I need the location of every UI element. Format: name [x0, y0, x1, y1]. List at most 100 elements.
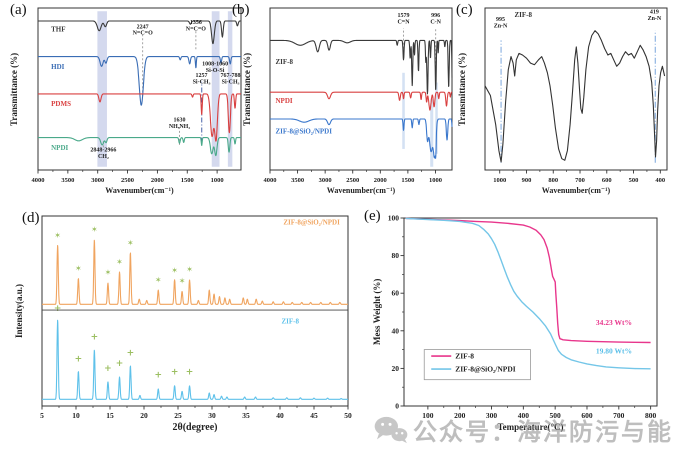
d-curve-ZIF-8	[41, 319, 349, 400]
svg-text:35: 35	[242, 411, 250, 420]
b-series-ZIF-8-SiO2-NPDI: ZIF-8@SiO₂/NPDI	[269, 118, 453, 159]
svg-text:25: 25	[174, 411, 182, 420]
svg-text:700: 700	[575, 177, 585, 184]
c-x-axis: 1000 900 800 700 600 500 400	[493, 170, 665, 184]
a-curve-NPDI	[37, 137, 242, 157]
panel-b-y-axis-label: Transmittance (%)	[242, 52, 252, 126]
svg-text:800: 800	[548, 177, 558, 184]
e-x-axis: 100 200 300 400 500 600 700 800	[422, 406, 657, 420]
b-series-ZIF-8: ZIF-8	[269, 39, 453, 95]
svg-text:10: 10	[72, 411, 80, 420]
b-curve-ZIF-8-SiO2-NPDI	[269, 118, 453, 159]
svg-text:400: 400	[655, 177, 665, 184]
e-series-ZIF-8	[405, 217, 651, 344]
panel-c: (c) Transmittance (%) 1000 900 800 700 600 50…	[452, 2, 673, 206]
a-annotation: 1630 NH,NH₂	[169, 117, 191, 129]
a-annotation: 767-788 Si-CH₃	[221, 73, 241, 85]
a-x-axis: 4000 3500 3000 2500 2000 1500 1000	[32, 170, 224, 184]
a-label-PDMS: PDMS	[51, 100, 71, 108]
d-peak-marker: ✶	[127, 238, 134, 247]
c-annotation: 419 Zn-N	[648, 10, 662, 22]
panel-e-tag: (e)	[364, 208, 381, 224]
d-x-axis: 5 10 15 20 25 30 35 40 45 50	[40, 406, 352, 420]
a-label-HDI: HDI	[51, 63, 65, 71]
d-peak-marker: +	[186, 368, 194, 378]
a-label-NPDI: NPDI	[51, 144, 68, 152]
d-peak-marker: +	[54, 304, 62, 314]
svg-text:200: 200	[454, 411, 466, 420]
d-peak-marker: ✶	[54, 231, 61, 240]
svg-text:100: 100	[422, 411, 434, 420]
a-highlight-band	[227, 11, 233, 167]
panel-b-tag: (b)	[232, 2, 250, 18]
e-annotation: 34.23 Wt%	[596, 318, 632, 327]
svg-text:2500: 2500	[121, 177, 134, 184]
e-legend-item: ZIF-8@SiO₂/NPDI	[455, 365, 516, 374]
d-peak-marker: +	[104, 364, 112, 374]
svg-text:1500: 1500	[181, 177, 194, 184]
svg-text:2500: 2500	[346, 177, 359, 184]
d-peak-marker: +	[116, 359, 124, 369]
svg-text:3500: 3500	[61, 177, 74, 184]
d-series-ZIF-8-SiO2-NPDI: ZIF-8@SiO₂/NPDI✶✶✶✶✶✶✶✶✶✶	[41, 219, 349, 305]
d-label-ZIF-8-SiO2-NPDI: ZIF-8@SiO₂/NPDI	[283, 219, 340, 227]
d-peak-marker: +	[127, 349, 135, 359]
panel-c-tag: (c)	[456, 2, 473, 18]
b-series-NPDI: NPDI	[269, 91, 453, 111]
svg-text:100: 100	[388, 214, 400, 223]
panel-e-y-axis-label: Mess Weight (%)	[372, 278, 382, 346]
panel-c-plot: 1000 900 800 700 600 500 400 ZIF-8 995 Zn-N 419 Zn-…	[484, 7, 668, 184]
d-peak-marker: ✶	[116, 257, 123, 266]
c-annotation: 995 Zn-N	[494, 17, 508, 29]
d-peak-marker: ✶	[155, 276, 162, 285]
c-series-ZIF-8: ZIF-8	[484, 11, 666, 163]
e-curve-ZIF-8-SiO2-NPDI	[405, 217, 651, 370]
d-peak-marker: ✶	[186, 265, 193, 274]
e-series-ZIF-8-SiO2-NPDI	[405, 217, 651, 370]
svg-text:4000: 4000	[264, 177, 277, 184]
b-annotation: 996 C-N	[430, 13, 441, 25]
panel-c-y-axis-label: Transmittance (%)	[457, 52, 467, 126]
b-highlight-band	[435, 82, 438, 154]
d-peak-marker: ✶	[105, 268, 112, 277]
panel-c-x-axis-label: Wavenumber(cm⁻¹)	[541, 186, 611, 195]
panel-e-x-axis-label: Temperature(°C)	[497, 422, 564, 432]
b-highlight-band	[402, 72, 405, 149]
svg-text:45: 45	[310, 411, 318, 420]
svg-text:4000: 4000	[32, 177, 45, 184]
a-annotation: 1257 Si-CH₃	[193, 73, 211, 85]
panel-b-plot: 4000 3500 3000 2500 2000 1500 1000 ZIF-8 NPDI ZIF…	[264, 7, 453, 184]
panel-a-tag: (a)	[10, 2, 27, 18]
d-peak-marker: ✶	[75, 264, 82, 273]
a-curve-HDI	[37, 56, 242, 106]
d-curve-ZIF-8-SiO2-NPDI	[41, 239, 349, 305]
svg-text:900: 900	[522, 177, 532, 184]
svg-text:500: 500	[629, 177, 639, 184]
b-plot-frame	[269, 7, 453, 171]
c-label-ZIF-8: ZIF-8	[514, 11, 532, 19]
a-curve-PDMS	[37, 93, 242, 142]
svg-text:3500: 3500	[291, 177, 304, 184]
e-annotation: 19.80 Wt%	[596, 346, 632, 355]
panel-b-x-axis-label: Wavenumber(cm⁻¹)	[326, 186, 396, 195]
b-x-axis: 4000 3500 3000 2500 2000 1500 1000	[264, 170, 442, 184]
a-plot-frame	[37, 7, 242, 171]
panel-e-plot: 100 200 300 400 500 600 700 800 0 20 40 60 80 100 34.2…	[388, 214, 658, 420]
svg-text:400: 400	[518, 411, 530, 420]
d-peak-marker: +	[171, 368, 179, 378]
svg-text:3000: 3000	[319, 177, 332, 184]
svg-text:600: 600	[581, 411, 593, 420]
svg-text:600: 600	[602, 177, 612, 184]
d-plot-frame	[41, 215, 349, 407]
panel-e: (e) Mess Weight (%) 100 200 300 400 500 600 70…	[360, 206, 673, 450]
e-legend: ZIF-8 ZIF-8@SiO₂/NPDI	[423, 349, 531, 381]
a-highlight-band	[97, 11, 107, 167]
d-peak-marker: ✶	[91, 225, 98, 234]
a-annotation: 1356 N=C=O	[186, 20, 207, 32]
b-curve-NPDI	[269, 91, 453, 111]
svg-text:30: 30	[208, 411, 216, 420]
svg-text:15: 15	[106, 411, 114, 420]
panel-d-plot: 5 10 15 20 25 30 35 40 45 50ZIF-8@SiO₂/NPDI✶✶✶✶✶✶…	[40, 215, 352, 420]
svg-text:80: 80	[392, 251, 400, 260]
a-series-HDI: HDI	[37, 56, 242, 106]
